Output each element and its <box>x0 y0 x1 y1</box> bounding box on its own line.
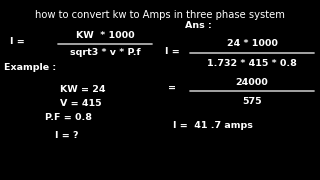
Text: I =: I = <box>165 48 180 57</box>
Text: sqrt3 * v * P.f: sqrt3 * v * P.f <box>70 48 140 57</box>
Text: how to convert kw to Amps in three phase system: how to convert kw to Amps in three phase… <box>35 10 285 20</box>
Text: 24 * 1000: 24 * 1000 <box>227 39 277 48</box>
Text: Ans :: Ans : <box>185 21 212 30</box>
Text: I =  41 .7 amps: I = 41 .7 amps <box>173 120 253 129</box>
Text: =: = <box>168 84 176 93</box>
Text: KW  * 1000: KW * 1000 <box>76 30 134 39</box>
Text: I = ?: I = ? <box>55 130 78 140</box>
Text: KW = 24: KW = 24 <box>60 86 106 94</box>
Text: P.F = 0.8: P.F = 0.8 <box>45 114 92 123</box>
Text: 575: 575 <box>242 96 262 105</box>
Text: 1.732 * 415 * 0.8: 1.732 * 415 * 0.8 <box>207 58 297 68</box>
Text: I =: I = <box>10 37 25 46</box>
Text: 24000: 24000 <box>236 78 268 87</box>
Text: V = 415: V = 415 <box>60 98 102 107</box>
Text: Example :: Example : <box>4 64 56 73</box>
